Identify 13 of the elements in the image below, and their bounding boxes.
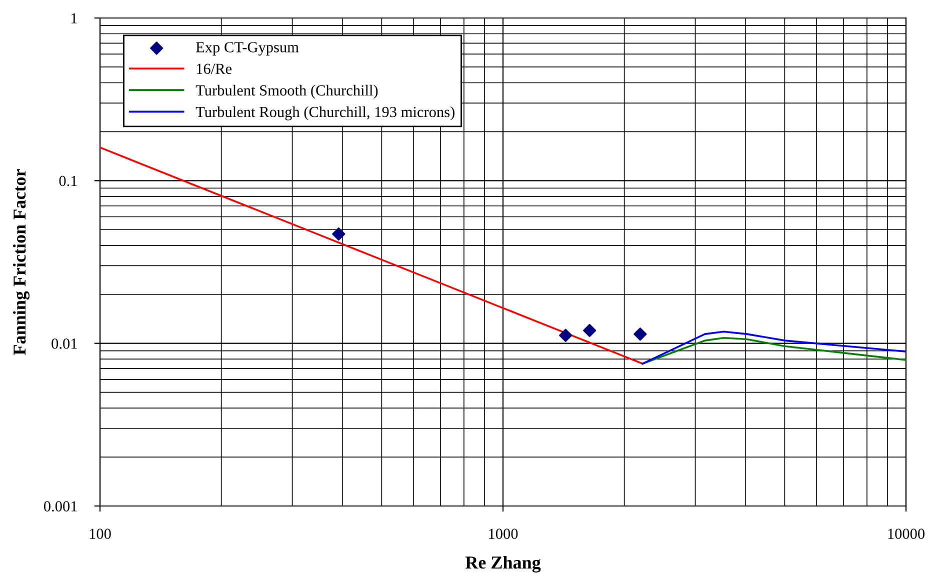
- legend-label: Turbulent Rough (Churchill, 193 microns): [196, 106, 454, 120]
- y-axis-title: Fanning Friction Factor: [13, 169, 30, 355]
- legend-label: 16/Re: [196, 64, 232, 74]
- legend-label: Exp CT-Gypsum: [196, 42, 299, 56]
- x-tick-label: 1000: [489, 528, 518, 539]
- y-tick-label: 0.01: [52, 338, 77, 349]
- y-tick-label: 0.1: [59, 176, 77, 186]
- x-tick-label: 100: [90, 528, 111, 539]
- y-tick-label: 0.001: [44, 501, 77, 512]
- y-tick-label: 1: [71, 13, 77, 24]
- x-axis-title: Re Zhang: [465, 556, 541, 572]
- legend-label: Turbulent Smooth (Churchill): [196, 84, 378, 99]
- x-tick-label: 10000: [888, 528, 925, 539]
